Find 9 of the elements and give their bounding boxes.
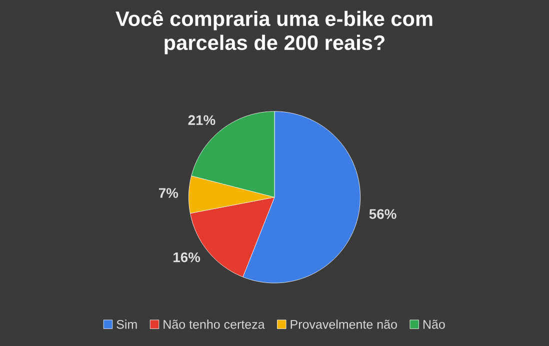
legend-label: Não tenho certeza bbox=[164, 320, 265, 329]
data-label: 16% bbox=[174, 252, 200, 262]
legend-label: Provavelmente não bbox=[290, 320, 397, 329]
legend-label: Não bbox=[423, 320, 445, 329]
data-label: 21% bbox=[188, 115, 216, 125]
legend-label: Sim bbox=[116, 320, 137, 329]
chart-title: Você compraria uma e-bike com parcelas de 200 reais? bbox=[116, 10, 432, 54]
data-label: 56% bbox=[369, 209, 396, 219]
data-label: 7% bbox=[158, 188, 178, 198]
